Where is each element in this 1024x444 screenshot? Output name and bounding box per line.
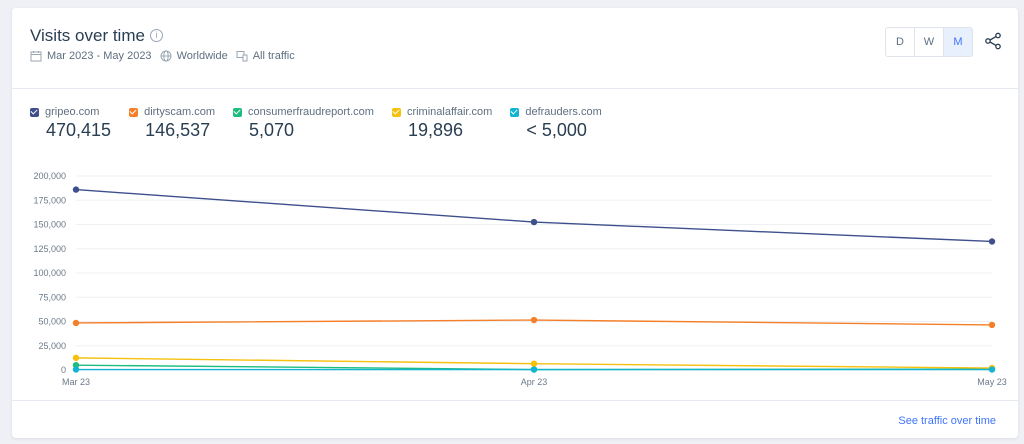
see-traffic-link[interactable]: See traffic over time [898,415,996,427]
data-point-criminalaffair [530,360,538,367]
card-header: Visits over time i Mar 2023 - May 2023 W… [12,8,1018,89]
legend-label: defrauders.com [525,106,602,118]
checkbox-icon[interactable] [129,107,139,117]
checkbox-icon[interactable] [30,107,39,117]
date-range: Mar 2023 - May 2023 [47,50,152,62]
granularity-toggle: D W M [885,27,973,57]
data-point-criminalaffair [72,354,80,362]
granularity-day-button[interactable]: D [886,28,915,56]
card-meta: Mar 2023 - May 2023 Worldwide All traffi… [30,50,295,62]
x-tick-label: Mar 23 [62,377,90,387]
y-tick-label: 100,000 [33,268,66,278]
data-point-defrauders [988,366,996,373]
legend-item-defrauders[interactable]: defrauders.com < 5,000 [510,106,602,141]
globe-icon [160,50,172,62]
y-tick-label: 25,000 [38,341,66,351]
visits-line-chart: 0 25,000 50,000 75,000 100,000 125,000 150,000… [33,171,1007,387]
legend-total: 470,415 [46,120,112,140]
data-point-dirtyscam [72,319,80,327]
calendar-icon [30,51,42,62]
legend-total: < 5,000 [526,120,587,140]
legend-item-gripeo[interactable]: gripeo.com 470,415 [30,106,111,141]
data-point-gripeo [530,218,538,226]
region-label: Worldwide [176,50,228,62]
legend-label: consumerfraudreport.com [247,106,374,118]
data-point-gripeo [72,186,80,193]
legend-item-criminalaffair[interactable]: criminalaffair.com 19,896 [391,106,493,141]
y-tick-label: 75,000 [38,292,66,302]
card-footer: See traffic over time [12,400,1018,439]
legend-item-consumerfraudreport[interactable]: consumerfraudreport.com 5,070 [232,106,374,141]
share-icon[interactable] [984,32,1002,50]
data-point-defrauders [72,366,80,373]
x-tick-label: May 23 [977,377,1007,387]
card-title: Visits over time [30,26,145,45]
data-point-dirtyscam [988,321,996,329]
data-point-dirtyscam [530,316,538,324]
legend-total: 5,070 [248,120,295,140]
legend-label: gripeo.com [45,106,100,118]
y-tick-label: 0 [61,365,66,375]
legend-label: dirtyscam.com [144,106,215,118]
x-tick-label: Apr 23 [521,377,548,387]
granularity-month-button[interactable]: M [944,28,972,56]
chart-legend: gripeo.com 470,415 dirtyscam.com 146,537… [30,106,620,141]
data-point-defrauders [530,366,538,373]
series-line-gripeo [75,188,993,243]
y-tick-label: 150,000 [33,220,66,230]
granularity-week-button[interactable]: W [915,28,944,56]
checkbox-icon[interactable] [510,107,520,117]
legend-label: criminalaffair.com [406,106,493,118]
legend-total: 19,896 [407,120,463,140]
legend-item-dirtyscam[interactable]: dirtyscam.com 146,537 [129,106,215,141]
y-tick-label: 50,000 [38,317,66,327]
info-icon[interactable]: i [150,29,163,42]
devices-icon [236,51,248,62]
data-point-gripeo [988,238,996,245]
checkbox-icon[interactable] [391,107,401,117]
legend-total: 146,537 [145,120,211,140]
y-tick-label: 175,000 [33,195,66,205]
traffic-label: All traffic [252,50,295,62]
y-tick-label: 200,000 [33,171,66,181]
visits-over-time-card: Visits over time i Mar 2023 - May 2023 W… [12,8,1018,438]
checkbox-icon[interactable] [232,107,242,117]
y-tick-label: 125,000 [33,244,66,254]
